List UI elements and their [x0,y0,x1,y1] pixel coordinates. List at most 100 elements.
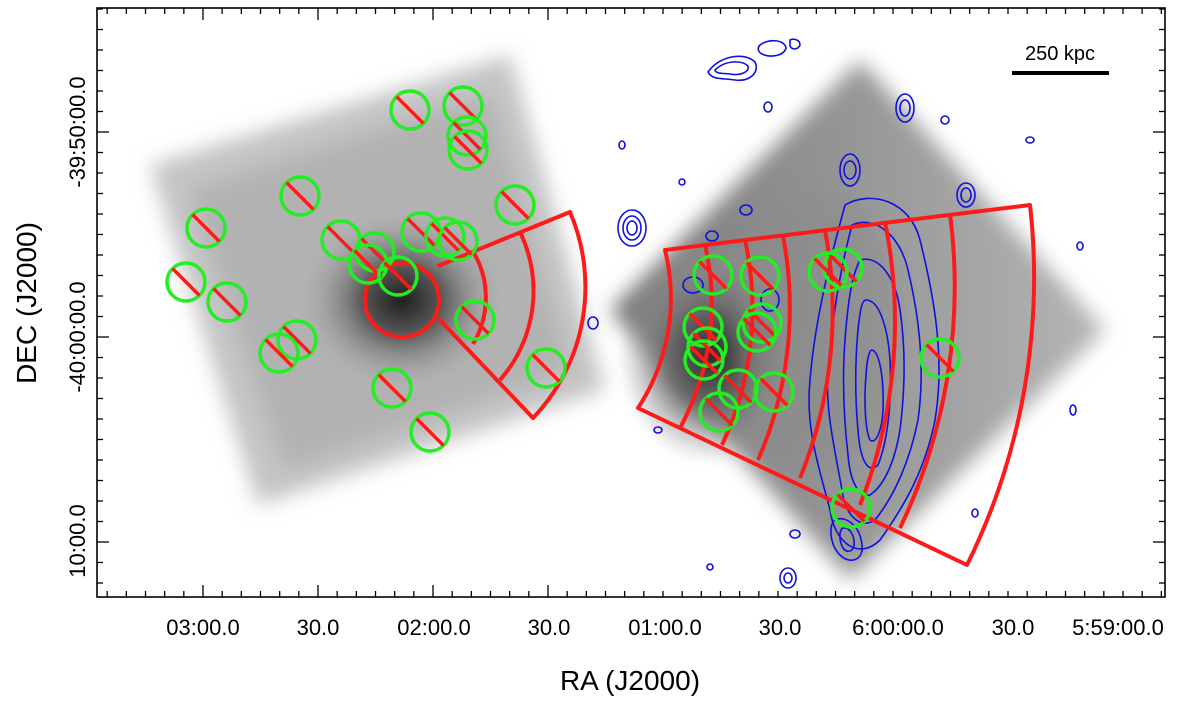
source-circle [698,391,740,433]
excluded-source [258,332,300,374]
source-circle [739,255,781,297]
x-tick-label: 30.0 [528,615,571,640]
left-core-circle [363,261,441,339]
source-circle [258,332,300,374]
y-tick-label: -39:50:00.0 [65,76,90,187]
excluded-source [185,207,227,249]
source-slash [704,397,734,427]
excluded-source [377,255,419,297]
source-circle [165,261,207,303]
radio-relic-contour [808,197,940,550]
excluded-source [698,391,740,433]
excluded-source [525,347,567,389]
source-circle [447,129,489,171]
scale-bar: 250 kpc [1012,43,1109,75]
source-slash [742,317,772,347]
source-slash [443,226,473,256]
source-slash [759,377,789,407]
plot-frame [96,7,1166,598]
source-circle [442,85,484,127]
scale-bar-label: 250 kpc [1025,43,1095,65]
excluded-source [807,251,849,293]
excluded-source [830,487,872,529]
xray-image [150,55,1105,580]
excluded-source [447,129,489,171]
source-circle [753,371,795,413]
y-tick-labels: -39:50:00.0 -40:00:00.0 10:00.0 [65,76,90,577]
source-circle [494,184,536,226]
source-circle [830,487,872,529]
source-circle [682,306,724,348]
source-slash [212,287,242,317]
source-circle [525,347,567,389]
source-circle [807,251,849,293]
x-tick-label: 03:00.0 [166,615,239,640]
excluded-source [919,337,961,379]
excluded-source [279,175,321,217]
region-sectors [363,203,1036,567]
source-slash [745,261,775,291]
excluded-source [389,89,431,131]
y-tick-label: -40:00:00.0 [65,281,90,392]
y-axis-title: DEC (J2000) [11,222,42,384]
excluded-sources [165,85,961,529]
source-slash [191,213,221,243]
source-circle [919,337,961,379]
source-slash [282,325,312,355]
source-slash [689,345,719,375]
source-circle [377,255,419,297]
source-slash [692,332,722,362]
source-slash [723,374,753,404]
source-circle [185,207,227,249]
source-circle [736,311,778,353]
source-circle [206,281,248,323]
source-slash [452,121,482,151]
source-circle [409,411,451,453]
excluded-source [446,115,488,157]
source-slash [453,135,483,165]
excluded-source [437,220,479,262]
source-slash [500,190,530,220]
y-tick-label: 10:00.0 [65,504,90,577]
source-circle [279,175,321,217]
x-tick-label: 30.0 [759,615,802,640]
source-slash [377,373,407,403]
excluded-source [739,255,781,297]
excluded-source [371,367,413,409]
source-slash [383,261,413,291]
source-circle [371,367,413,409]
x-tick-label: 30.0 [992,615,1035,640]
source-circle [437,220,479,262]
source-slash [285,181,315,211]
source-slash [531,353,561,383]
excluded-source [454,299,496,341]
source-slash [264,338,294,368]
excluded-source [736,311,778,353]
source-slash [925,343,955,373]
source-circle [454,299,496,341]
source-circle [683,339,725,381]
radio-top-source [707,55,757,82]
source-slash [813,257,843,287]
x-tick-label: 30.0 [297,615,340,640]
source-slash [353,249,383,279]
x-tick-labels: 03:00.0 30.0 02:00.0 30.0 01:00.0 30.0 6… [166,615,1164,640]
source-slash [828,253,858,283]
axis-ticks [97,8,1165,597]
excluded-source [753,371,795,413]
excluded-source [409,411,451,453]
source-slash [698,260,728,290]
x-tick-label: 02:00.0 [397,615,470,640]
x-axis-title: RA (J2000) [560,665,700,696]
source-circle [741,302,783,344]
x-tick-label: 5:59:00.0 [1072,615,1164,640]
source-circle [692,254,734,296]
right-sector-outline [636,203,1036,567]
source-slash [448,91,478,121]
excluded-source [494,184,536,226]
excluded-source [206,281,248,323]
source-circle [389,89,431,131]
source-slash [171,267,201,297]
